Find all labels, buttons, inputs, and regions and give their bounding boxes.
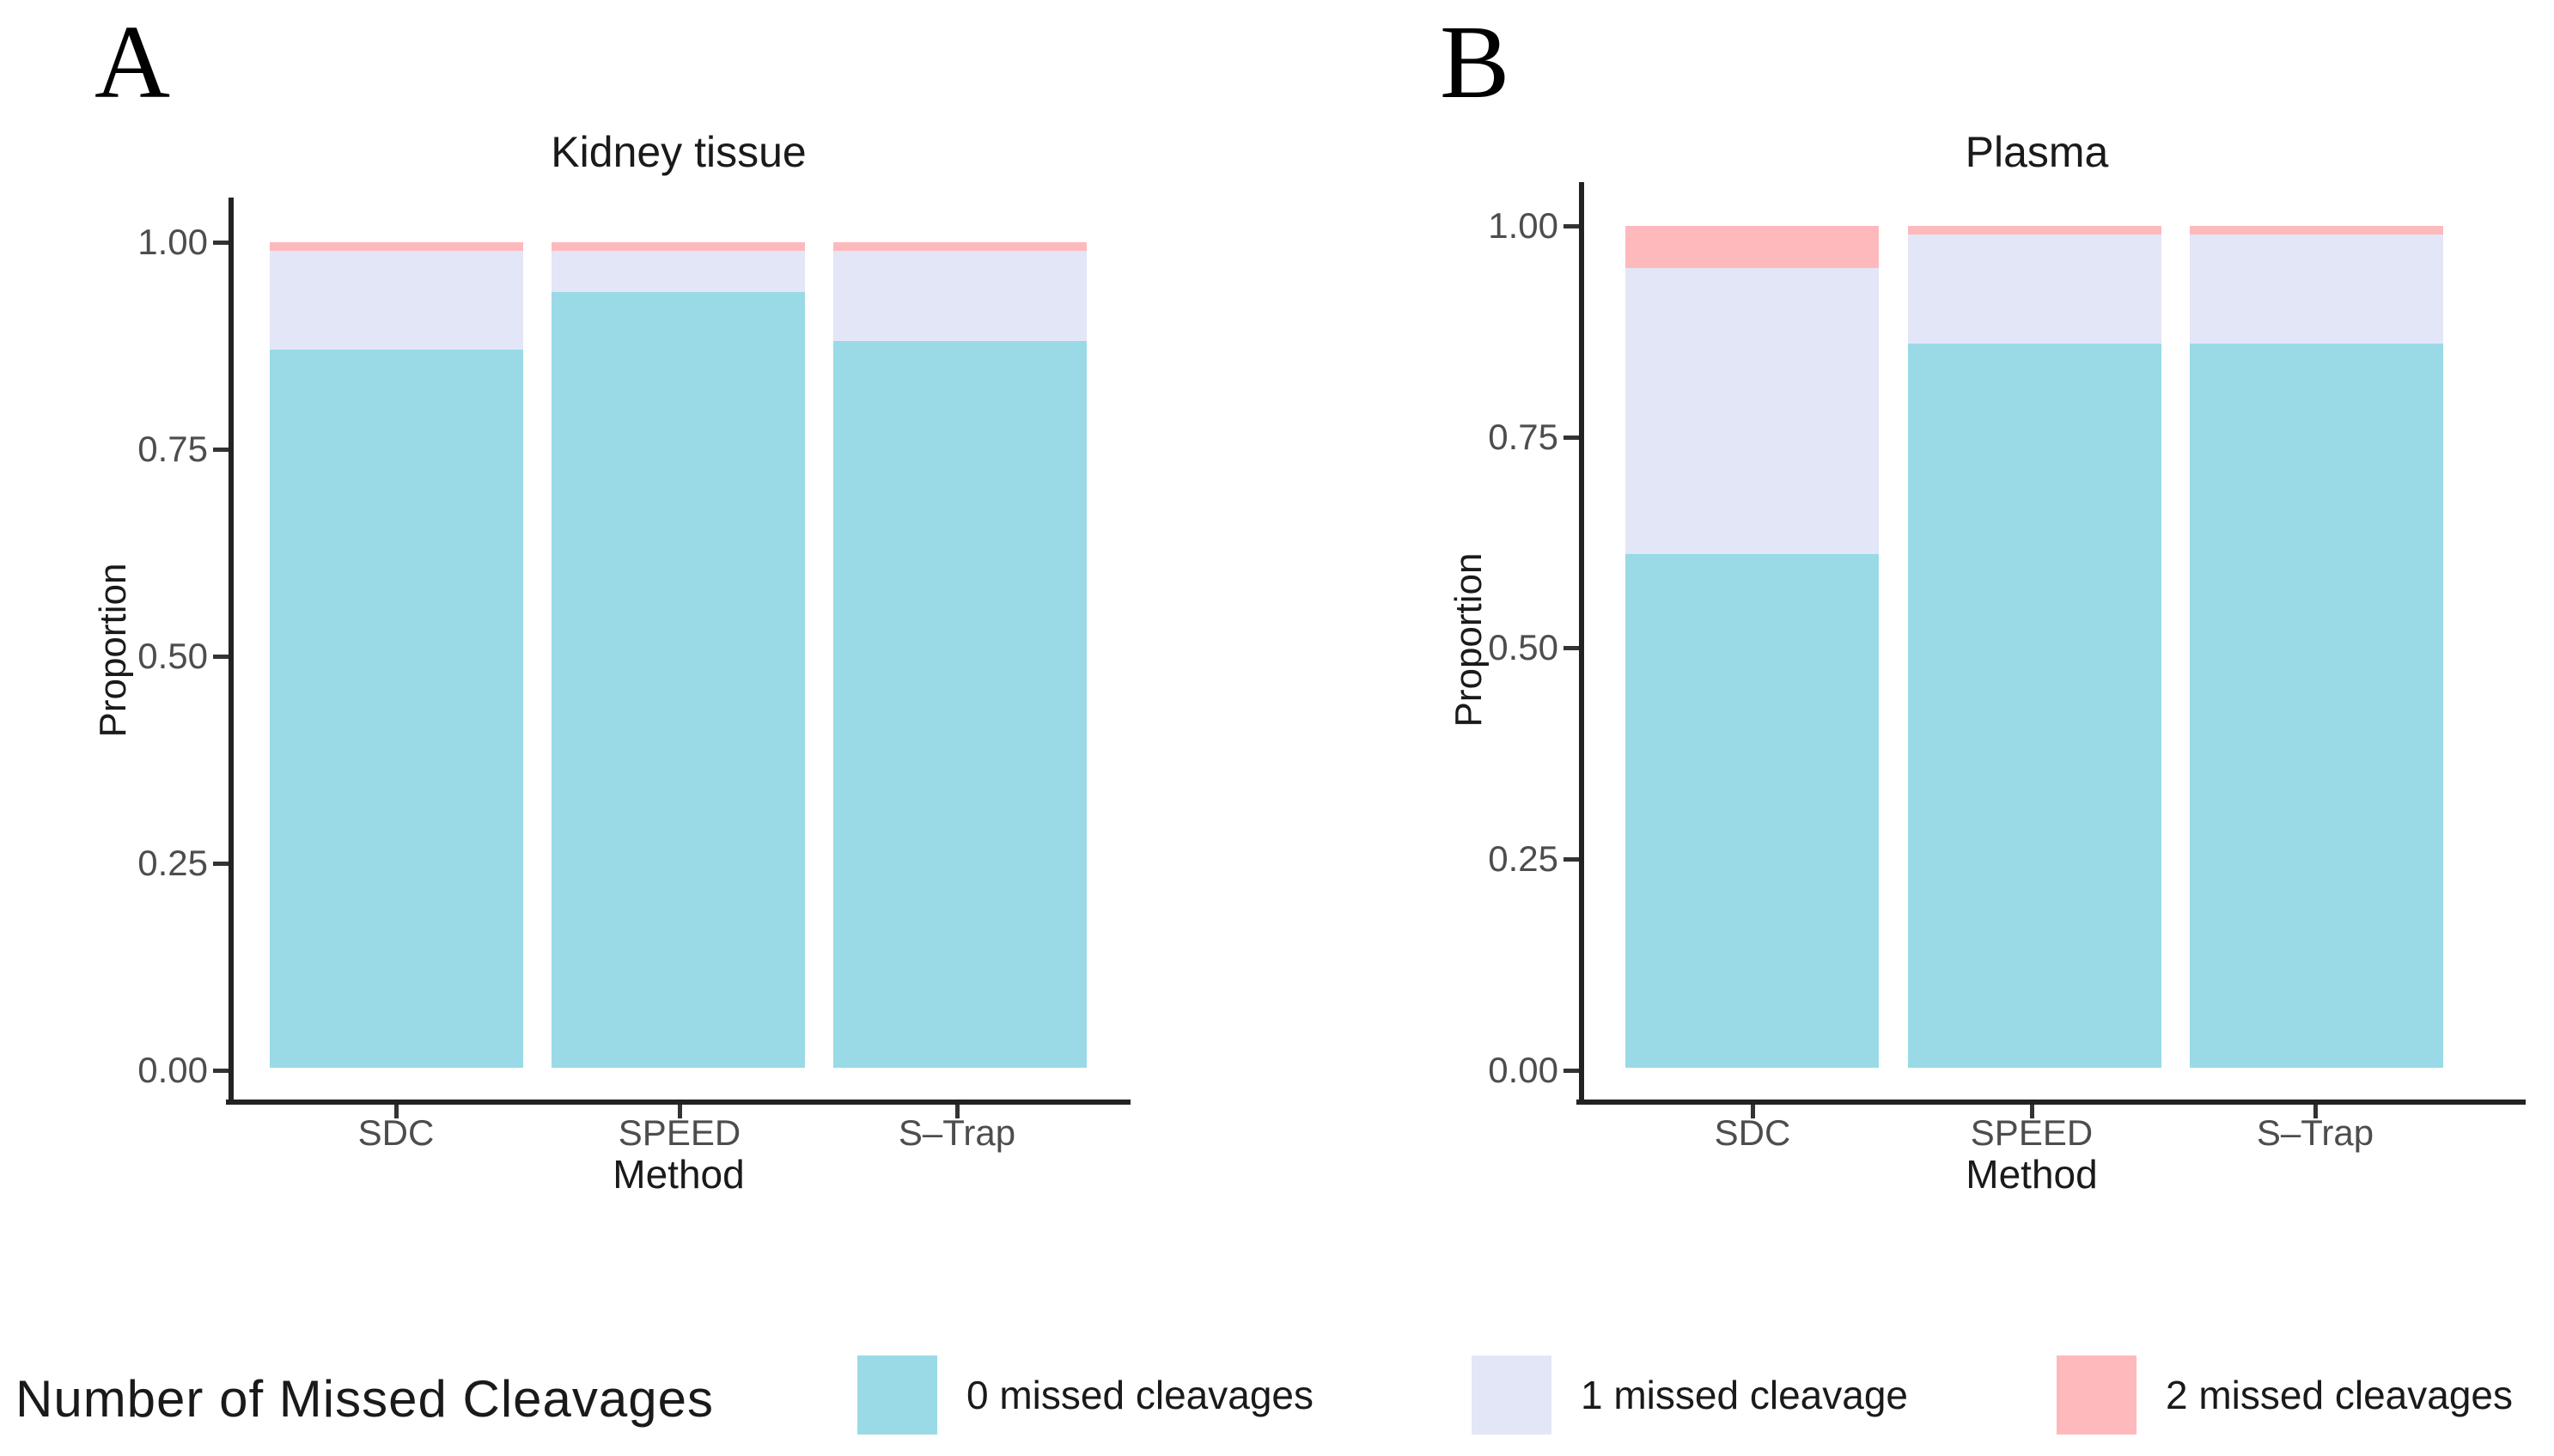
stacked-bar-S–Trap <box>2190 226 2443 1068</box>
x-tick-mark <box>394 1105 399 1118</box>
x-tick-label: SPEED <box>1970 1112 2094 1153</box>
x-tick-mark <box>1751 1105 1755 1118</box>
x-axis-title-plasma: Method <box>1966 1152 2098 1197</box>
x-tick-mark <box>678 1105 682 1118</box>
y-axis-line <box>1579 182 1584 1105</box>
stacked-bar-SDC <box>1625 226 1879 1068</box>
bar-segment <box>270 242 523 251</box>
bar-segment <box>552 250 805 292</box>
bar-segment <box>270 250 523 350</box>
y-tick-label: 0.75 <box>1488 417 1558 457</box>
bar-segment <box>1625 554 1879 1068</box>
stacked-bar-SDC <box>270 242 523 1068</box>
x-tick-label: S–Trap <box>898 1112 1016 1153</box>
bar-segment <box>2190 226 2443 235</box>
legend-label: 1 missed cleavage <box>1581 1372 1908 1417</box>
x-tick-label: SDC <box>1714 1112 1791 1153</box>
stacked-bar-SPEED <box>552 242 805 1068</box>
bar-segment <box>1907 234 2161 344</box>
y-tick-label: 0.75 <box>137 429 208 469</box>
y-tick-mark <box>213 448 229 452</box>
legend-item-2-missed: 2 missed cleavages <box>2057 1355 2513 1435</box>
stacked-bar-SPEED <box>1907 226 2161 1068</box>
x-axis-line <box>1576 1100 2526 1105</box>
y-tick-label: 0.50 <box>137 636 208 676</box>
x-tick-label: SPEED <box>618 1112 741 1153</box>
stacked-bar-S–Trap <box>833 242 1087 1068</box>
y-tick-mark <box>1563 646 1579 650</box>
y-tick-mark <box>213 655 229 659</box>
panel-label-b: B <box>1440 4 1510 120</box>
bar-segment <box>1625 268 1879 555</box>
bar-segment <box>833 242 1087 251</box>
bar-segment <box>2190 234 2443 344</box>
y-tick-mark <box>1563 436 1579 440</box>
legend-label: 0 missed cleavages <box>966 1372 1314 1417</box>
bar-segment <box>833 250 1087 342</box>
x-tick-label: SDC <box>357 1112 435 1153</box>
y-tick-label: 0.25 <box>137 843 208 883</box>
bar-segment <box>270 349 523 1068</box>
bar-segment <box>552 291 805 1068</box>
bar-segment <box>1907 344 2161 1068</box>
legend-item-1-missed: 1 missed cleavage <box>1472 1355 1908 1435</box>
x-tick-label: S–Trap <box>2256 1112 2374 1153</box>
plot-title-plasma: Plasma <box>1965 128 2109 176</box>
bar-segment <box>2190 344 2443 1068</box>
y-tick-mark <box>213 241 229 245</box>
x-tick-mark <box>955 1105 960 1118</box>
plot-area-plasma <box>1625 226 2443 1068</box>
y-tick-label: 1.00 <box>1488 205 1558 246</box>
bar-segment <box>833 341 1087 1068</box>
x-tick-mark <box>2313 1105 2318 1118</box>
legend-label: 2 missed cleavages <box>2166 1372 2513 1417</box>
y-tick-mark <box>1563 1069 1579 1073</box>
plot-area-kidney <box>270 242 1087 1068</box>
y-tick-mark <box>1563 857 1579 862</box>
y-tick-label: 1.00 <box>137 222 208 262</box>
y-tick-mark <box>213 1069 229 1073</box>
legend-title: Number of Missed Cleavages <box>15 1370 715 1428</box>
y-tick-label: 0.25 <box>1488 838 1558 879</box>
legend-swatch-2-missed <box>2057 1355 2136 1435</box>
x-tick-mark <box>2030 1105 2034 1118</box>
y-tick-label: 0.50 <box>1488 627 1558 667</box>
y-tick-mark <box>1563 224 1579 228</box>
bar-segment <box>1907 226 2161 235</box>
y-tick-mark <box>213 862 229 866</box>
bar-segment <box>1625 226 1879 268</box>
legend-swatch-0-missed <box>857 1355 937 1435</box>
y-tick-label: 0.00 <box>137 1050 208 1090</box>
y-tick-label: 0.00 <box>1488 1050 1558 1090</box>
y-axis-line <box>229 198 234 1105</box>
x-axis-line <box>226 1100 1131 1105</box>
panel-label-a: A <box>94 4 171 120</box>
legend-swatch-1-missed <box>1472 1355 1551 1435</box>
legend-item-0-missed: 0 missed cleavages <box>857 1355 1314 1435</box>
plot-title-kidney: Kidney tissue <box>551 128 807 176</box>
x-axis-title-kidney: Method <box>613 1152 745 1197</box>
bar-segment <box>552 242 805 251</box>
